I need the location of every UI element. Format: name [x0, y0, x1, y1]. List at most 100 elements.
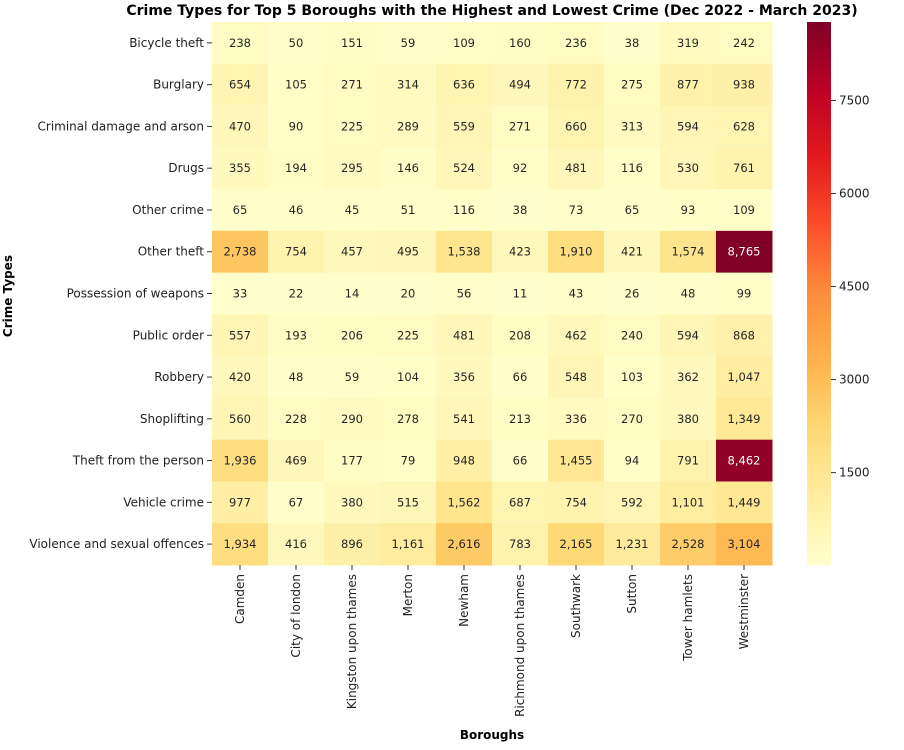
cell-value-label: 559 — [453, 119, 475, 133]
cell-value-label: 462 — [565, 328, 587, 342]
cell-value-label: 38 — [513, 203, 528, 217]
heatmap-cell — [212, 230, 269, 274]
heatmap-cell — [660, 356, 717, 399]
cell-value-label: 1,231 — [616, 537, 649, 551]
cell-value-label: 73 — [569, 203, 584, 217]
cell-value-label: 2,528 — [672, 537, 705, 551]
heatmap-cell — [660, 147, 717, 190]
heatmap-cell — [716, 481, 773, 524]
heatmap-cell — [660, 272, 717, 315]
cell-value-label: 22 — [289, 287, 304, 301]
heatmap-cell — [716, 439, 773, 482]
cell-value-label: 557 — [229, 328, 251, 342]
heatmap-cell — [604, 397, 661, 441]
y-tick-label: Drugs — [168, 161, 204, 175]
cell-value-label: 541 — [453, 412, 475, 426]
heatmap-cell — [436, 397, 493, 441]
heatmap-cell — [380, 397, 437, 441]
heatmap-cell — [268, 147, 325, 190]
x-tick-label: City of london — [289, 574, 303, 658]
cell-value-label: 380 — [677, 412, 699, 426]
cell-value-label: 11 — [513, 287, 528, 301]
cell-value-label: 761 — [733, 161, 755, 175]
heatmap-cell — [436, 147, 493, 190]
y-tick-label: Theft from the person — [72, 454, 204, 468]
cell-value-label: 754 — [285, 245, 307, 259]
cell-value-label: 481 — [565, 161, 587, 175]
y-tick-label: Other crime — [132, 203, 204, 217]
cell-value-label: 1,349 — [728, 412, 761, 426]
heatmap-cell — [212, 189, 269, 232]
heatmap-cell — [380, 481, 437, 524]
cell-value-label: 79 — [401, 454, 416, 468]
cell-value-label: 295 — [341, 161, 363, 175]
heatmap-cell — [716, 63, 773, 107]
heatmap-cell — [660, 189, 717, 232]
heatmap-cell — [548, 314, 605, 357]
cell-value-label: 160 — [509, 36, 531, 50]
heatmap-cell — [268, 356, 325, 399]
heatmap-cell — [380, 314, 437, 357]
heatmap-cell — [604, 105, 661, 148]
heatmap-cell — [268, 272, 325, 315]
heatmap-cell — [324, 230, 381, 274]
x-tick-label: Southwark — [569, 574, 583, 638]
x-tick-labels: Camden City of london Kingston upon thames… — [233, 565, 751, 717]
cell-value-label: 481 — [453, 328, 475, 342]
heatmap-cell — [380, 63, 437, 107]
cell-value-label: 99 — [737, 287, 752, 301]
heatmap-cell — [268, 314, 325, 357]
heatmap-cell — [716, 356, 773, 399]
cell-value-label: 654 — [229, 78, 251, 92]
heatmap-cells: 238 50 151 59 109 160 236 38 319 242 654 105 271 314 6… — [212, 22, 773, 566]
heatmap-cell — [548, 356, 605, 399]
cell-value-label: 228 — [285, 412, 307, 426]
heatmap-cell — [324, 314, 381, 357]
heatmap-cell — [212, 397, 269, 441]
cell-value-label: 1,934 — [224, 537, 257, 551]
cell-value-label: 420 — [229, 370, 251, 384]
cell-value-label: 103 — [621, 370, 643, 384]
cell-value-label: 1,455 — [560, 454, 593, 468]
cell-value-label: 977 — [229, 495, 251, 509]
heatmap-cell — [380, 105, 437, 148]
cell-value-label: 146 — [397, 161, 419, 175]
cell-value-label: 416 — [285, 537, 307, 551]
cell-value-label: 362 — [677, 370, 699, 384]
cell-value-label: 8,462 — [728, 454, 761, 468]
heatmap-cell — [380, 356, 437, 399]
cell-value-label: 1,910 — [560, 245, 593, 259]
cell-value-label: 423 — [509, 245, 531, 259]
heatmap-cell — [492, 439, 549, 482]
heatmap-cell — [268, 63, 325, 107]
cell-value-label: 116 — [453, 203, 475, 217]
heatmap-cell — [604, 523, 661, 566]
heatmap-cell — [380, 147, 437, 190]
cell-value-label: 594 — [677, 119, 699, 133]
cell-value-label: 421 — [621, 245, 643, 259]
heatmap-cell — [436, 63, 493, 107]
heatmap-cell — [436, 523, 493, 566]
y-tick-label: Shoplifting — [140, 412, 204, 426]
heatmap-cell — [660, 22, 717, 65]
colorbar — [807, 22, 831, 565]
cell-value-label: 51 — [401, 203, 416, 217]
cell-value-label: 530 — [677, 161, 699, 175]
cell-value-label: 1,449 — [728, 495, 761, 509]
heatmap-cell — [548, 439, 605, 482]
y-tick-label: Other theft — [138, 245, 205, 259]
heatmap-cell — [492, 314, 549, 357]
cell-value-label: 355 — [229, 161, 251, 175]
heatmap-cell — [324, 147, 381, 190]
heatmap-cell — [436, 439, 493, 482]
y-tick-label: Bicycle theft — [129, 36, 204, 50]
heatmap-cell — [324, 272, 381, 315]
heatmap-cell — [716, 189, 773, 232]
heatmap-cell — [548, 481, 605, 524]
heatmap-cell — [492, 523, 549, 566]
cell-value-label: 1,161 — [392, 537, 425, 551]
y-tick-label: Burglary — [153, 78, 204, 92]
cell-value-label: 356 — [453, 370, 475, 384]
heatmap-cell — [436, 314, 493, 357]
